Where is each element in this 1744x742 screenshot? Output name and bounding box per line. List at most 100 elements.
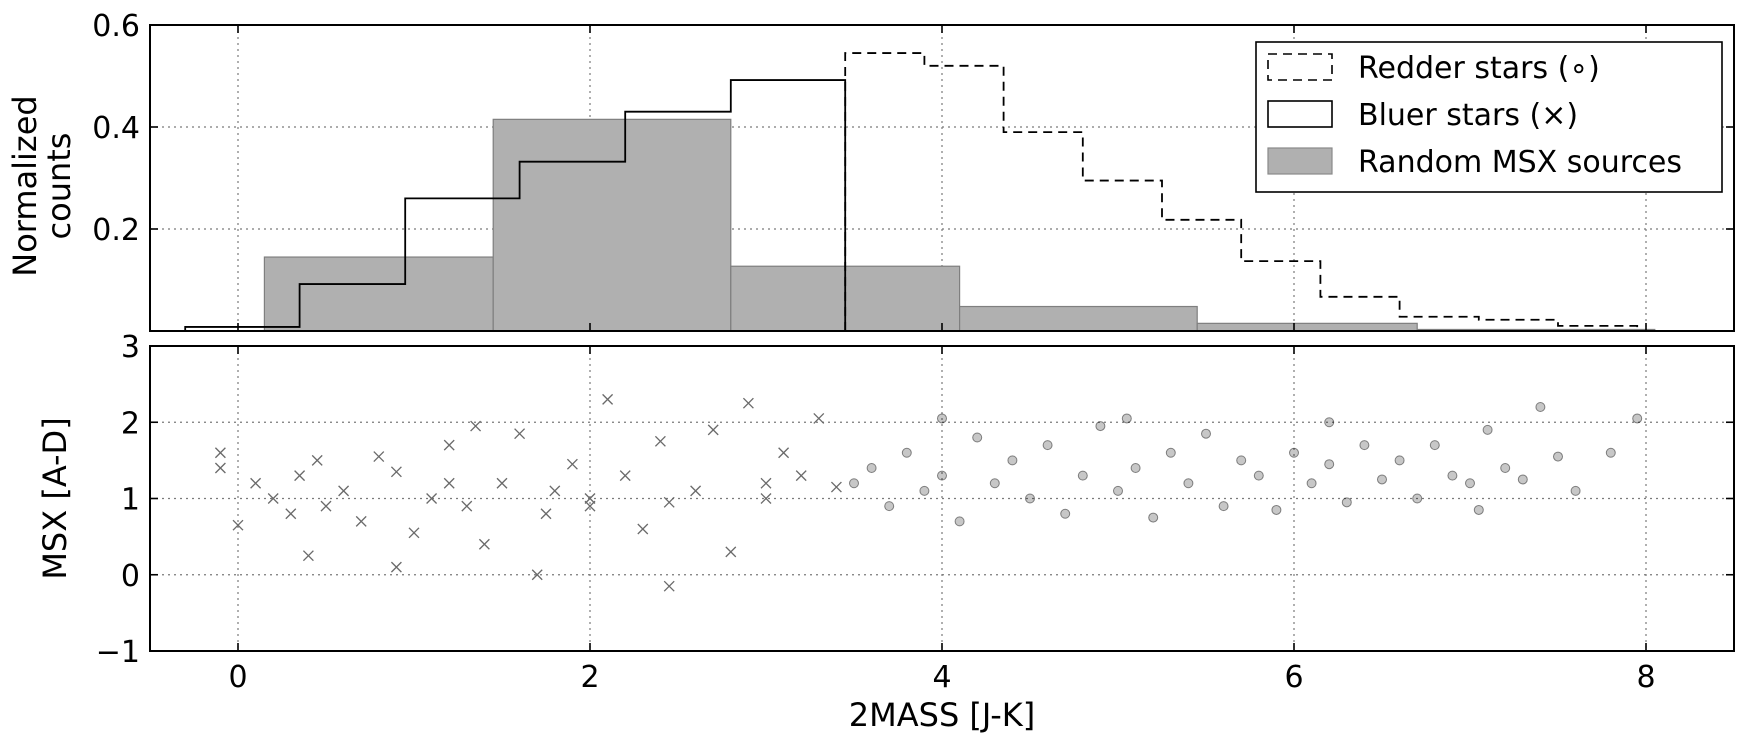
redder-star-marker <box>1183 478 1194 489</box>
bluer-star-marker <box>408 527 420 539</box>
bluer-star-marker <box>294 470 306 482</box>
bluer-star-marker <box>232 519 244 531</box>
redder-star-marker <box>1473 504 1484 515</box>
scatter-panel: −1 0 1 2 3 0 2 4 6 8 MSX [A-D] 2MASS [J-K] <box>36 330 1735 734</box>
bluer-star-marker <box>619 470 631 482</box>
redder-star-marker <box>1605 447 1616 458</box>
histogram-y-tick-label: 0.4 <box>92 111 140 146</box>
redder-star-marker <box>937 470 947 481</box>
bluer-star-marker <box>443 439 455 451</box>
histogram-y-ticks: 0.2 0.4 0.6 <box>92 9 1734 248</box>
redder-star-marker <box>1429 440 1440 451</box>
redder-star-marker <box>1570 485 1581 496</box>
redder-star-marker <box>1253 470 1264 481</box>
bluer-star-marker <box>778 447 790 459</box>
x-tick-label: 4 <box>932 660 951 695</box>
bluer-star-marker <box>584 500 596 512</box>
redder-star-marker <box>989 478 1000 489</box>
bluer-star-marker <box>302 550 314 562</box>
redder-star-marker <box>1042 440 1053 451</box>
legend-swatch-redder <box>1267 53 1333 81</box>
bluer-star-marker <box>663 580 675 592</box>
bluer-star-marker <box>214 447 226 459</box>
redder-star-marker <box>1148 512 1159 523</box>
redder-stars-step-line <box>844 52 1639 331</box>
bluer-star-marker <box>355 515 367 527</box>
bluer-star-marker <box>514 428 526 440</box>
legend-swatch-bluer <box>1267 100 1333 128</box>
legend-label-bluer: Bluer stars (×) <box>1358 98 1578 133</box>
redder-star-marker <box>849 478 859 489</box>
histogram-y-axis-label-line-2: counts <box>40 133 78 240</box>
bluer-star-marker <box>637 523 649 535</box>
bluer-star-marker <box>760 477 772 489</box>
redder-star-marker <box>919 485 930 496</box>
bluer-star-marker <box>602 393 614 405</box>
redder-star-marker <box>1341 497 1352 508</box>
bluer-star-marker <box>663 496 675 508</box>
bluer-star-marker <box>540 508 552 520</box>
scatter-y-axis-label: MSX [A-D] <box>36 417 74 579</box>
histogram-y-tick-label: 0.6 <box>92 9 140 44</box>
bluer-star-marker <box>478 538 490 550</box>
x-tick-label: 8 <box>1636 660 1655 695</box>
scatter-points <box>214 393 1643 592</box>
bluer-star-marker <box>338 485 350 497</box>
redder-star-marker <box>1553 451 1563 462</box>
bluer-star-marker <box>390 561 402 573</box>
redder-star-marker <box>1377 474 1387 485</box>
redder-star-marker <box>1447 470 1458 481</box>
legend: Redder stars (∘) Bluer stars (×) Random … <box>1255 41 1723 193</box>
scatter-y-tick-label: 1 <box>121 483 140 518</box>
redder-star-marker <box>1165 447 1176 458</box>
bluer-star-marker <box>390 466 402 478</box>
x-tick-label: 0 <box>228 660 247 695</box>
redder-star-marker <box>1077 470 1088 481</box>
bluer-star-marker <box>830 481 842 493</box>
scatter-y-tick-label: 3 <box>121 330 140 365</box>
redder-star-marker <box>884 501 895 512</box>
redder-star-marker <box>1359 440 1370 451</box>
random-msx-bar <box>492 118 732 332</box>
bluer-star-marker <box>707 424 719 436</box>
bluer-star-marker <box>426 493 438 504</box>
bluer-star-marker <box>373 451 385 463</box>
redder-star-marker <box>1130 463 1141 473</box>
bluer-star-marker <box>566 458 578 470</box>
scatter-grid <box>150 345 1734 652</box>
bluer-star-marker <box>214 462 226 474</box>
legend-swatch-random-msx <box>1267 147 1333 175</box>
random-msx-bar <box>1196 322 1418 332</box>
scatter-y-ticks: −1 0 1 2 3 <box>96 330 1734 670</box>
scatter-y-tick-label: 2 <box>121 406 140 441</box>
bluer-star-marker <box>443 477 455 489</box>
redder-star-marker <box>866 463 877 473</box>
redder-star-marker <box>1482 424 1493 435</box>
bluer-star-marker <box>690 485 702 497</box>
x-axis-label: 2MASS [J-K] <box>849 696 1035 734</box>
redder-star-marker <box>1324 417 1335 428</box>
scatter-y-tick-label: −1 <box>96 635 140 670</box>
redder-star-marker <box>1113 485 1123 496</box>
redder-star-marker <box>1060 508 1071 519</box>
bluer-star-marker <box>250 477 262 489</box>
bluer-star-marker <box>461 500 473 512</box>
bluer-star-marker <box>496 477 508 489</box>
histogram-y-tick-label: 0.2 <box>92 213 140 248</box>
redder-star-marker <box>1324 459 1335 470</box>
random-msx-bar <box>958 305 1198 332</box>
bluer-star-marker <box>267 493 279 504</box>
legend-box <box>1255 41 1723 193</box>
bluer-star-marker <box>813 412 825 424</box>
redder-star-marker <box>1632 413 1643 424</box>
histogram-panel: 0.2 0.4 0.6 Normalized counts Redder stars… <box>6 9 1735 332</box>
bluer-star-marker <box>470 420 482 432</box>
redder-star-marker <box>1218 501 1229 512</box>
redder-star-marker <box>1236 455 1247 466</box>
bluer-star-marker <box>285 508 297 520</box>
bluer-star-marker <box>725 546 737 558</box>
histogram-y-axis-label-line-1: Normalized <box>6 95 44 276</box>
bluer-star-marker <box>654 435 666 447</box>
redder-star-marker <box>1271 504 1282 515</box>
